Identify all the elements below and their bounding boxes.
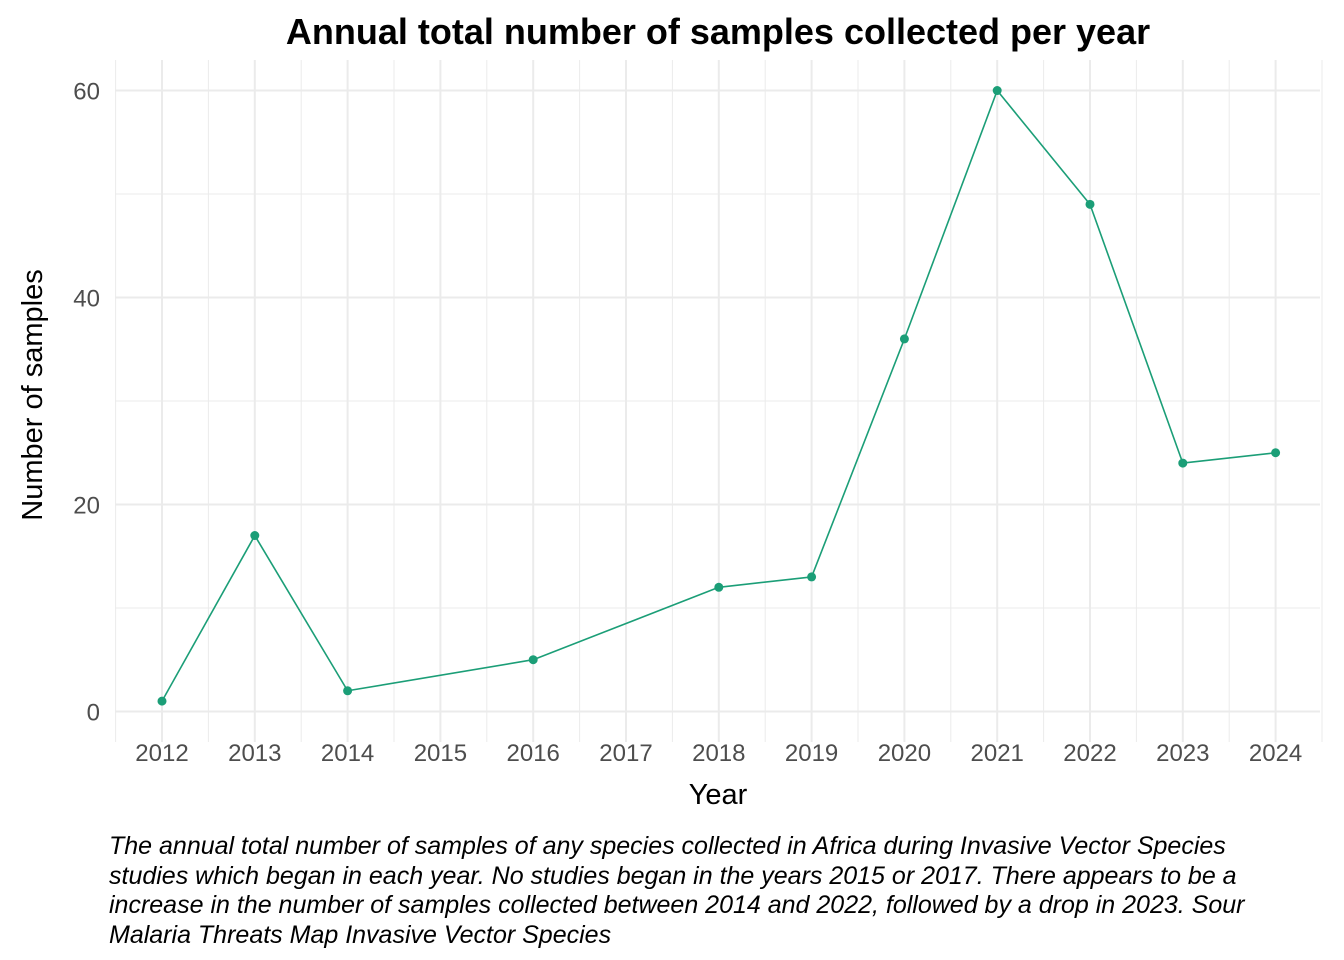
- series-line-segment: [161, 535, 256, 702]
- data-point: [714, 582, 724, 592]
- series-line-segment: [996, 90, 1091, 205]
- x-tick-label: 2023: [1156, 740, 1209, 767]
- series-line: [161, 90, 1276, 702]
- x-axis-title: Year: [689, 779, 748, 811]
- y-tick-label: 0: [87, 699, 100, 726]
- x-tick-label: 2019: [785, 740, 838, 767]
- grid-lines: [115, 60, 1323, 742]
- x-tick-label: 2015: [414, 740, 467, 767]
- x-tick-label: 2022: [1063, 740, 1116, 767]
- series-line-segment: [532, 586, 720, 661]
- data-point: [992, 86, 1002, 96]
- x-tick-label: 2021: [971, 740, 1024, 767]
- x-tick-label: 2017: [599, 740, 652, 767]
- x-tick-label: 2020: [878, 740, 931, 767]
- data-points: [157, 86, 1281, 706]
- series-line-segment: [810, 338, 906, 578]
- data-point: [528, 655, 538, 665]
- x-tick-label: 2012: [135, 740, 188, 767]
- series-line-segment: [347, 658, 534, 692]
- y-tick-label: 40: [73, 286, 100, 313]
- data-point: [1085, 199, 1095, 209]
- data-point: [343, 686, 353, 696]
- y-axis-ticks: 0 20 40 60: [73, 79, 100, 727]
- x-tick-label: 2014: [321, 740, 374, 767]
- figure-caption: The annual total number of samples of an…: [109, 832, 1245, 949]
- x-axis-ticks: 2012 2013 2014 2015 2016 2017 2018 2019 2020 2021…: [135, 740, 1302, 767]
- chart-title: Annual total number of samples collected…: [286, 11, 1150, 52]
- series-line-segment: [1182, 451, 1276, 464]
- data-point: [1178, 458, 1188, 468]
- x-tick-label: 2018: [692, 740, 745, 767]
- x-tick-label: 2024: [1249, 740, 1302, 767]
- series-line-segment: [254, 535, 349, 692]
- series-line-segment: [1089, 204, 1184, 464]
- data-point: [899, 334, 909, 344]
- data-point: [807, 572, 817, 582]
- series-line-segment: [718, 576, 812, 589]
- data-point: [157, 696, 167, 706]
- data-point: [250, 531, 260, 541]
- x-tick-label: 2016: [507, 740, 560, 767]
- y-tick-label: 20: [73, 492, 100, 519]
- x-tick-label: 2013: [228, 740, 281, 767]
- series-line-segment: [903, 90, 998, 340]
- y-axis-title: Number of samples: [17, 269, 49, 520]
- data-point: [1271, 448, 1281, 458]
- y-tick-label: 60: [73, 79, 100, 106]
